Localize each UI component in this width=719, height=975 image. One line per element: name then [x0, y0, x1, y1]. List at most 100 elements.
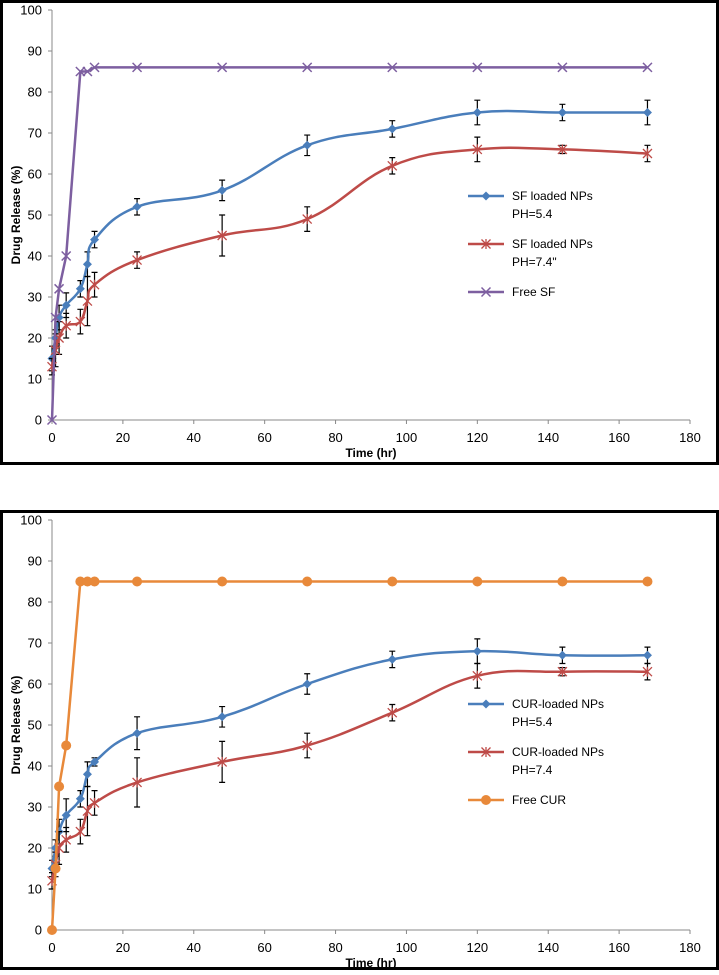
- chart-panel-bottom: 0 10 20 30 40 50 60 70 80 90 100 0 20 40 60 80 100 120 140…: [0, 510, 719, 970]
- y-tick-label: 80: [28, 85, 42, 100]
- data-point: [387, 124, 397, 134]
- x-tick-label: 120: [466, 430, 488, 445]
- legend-label: PH=7.4": [512, 255, 557, 269]
- data-point: [217, 576, 228, 587]
- x-tick-label: 180: [679, 430, 701, 445]
- data-point: [642, 62, 653, 73]
- data-point: [387, 707, 398, 718]
- data-point: [302, 679, 312, 689]
- sf-release-chart: 0 10 20 30 40 50 60 70 80 90 100 0 20 40 60 80 100 120 140…: [0, 0, 719, 465]
- data-point: [82, 576, 93, 587]
- y-tick-label: 30: [28, 800, 42, 815]
- data-point: [387, 160, 398, 171]
- data-point: [54, 781, 65, 792]
- cur-release-chart: 0 10 20 30 40 50 60 70 80 90 100 0 20 40 60 80 100 120 140…: [0, 510, 719, 970]
- legend: SF loaded NPs PH=5.4 SF loaded NPs PH=7.4" F…: [468, 189, 593, 299]
- data-point: [302, 140, 312, 150]
- series-line: [50, 580, 648, 931]
- y-tick-label: 0: [35, 413, 42, 428]
- x-tick-label: 0: [48, 940, 55, 955]
- legend-marker: [481, 191, 491, 201]
- legend-label: PH=5.4: [512, 715, 553, 729]
- legend-label: CUR-loaded NPs: [512, 745, 604, 759]
- x-tick-label: 100: [396, 430, 418, 445]
- data-point: [82, 769, 92, 779]
- y-tick-label: 20: [28, 841, 42, 856]
- y-tick-label: 100: [20, 3, 42, 18]
- legend-label: SF loaded NPs: [512, 189, 593, 203]
- data-point: [75, 576, 86, 587]
- data-point: [61, 740, 72, 751]
- y-tick-label: 90: [28, 554, 42, 569]
- data-point: [89, 279, 100, 290]
- x-tick-label: 80: [328, 940, 342, 955]
- x-tick-label: 80: [328, 430, 342, 445]
- data-point: [50, 312, 61, 323]
- data-point: [82, 259, 92, 269]
- data-point: [132, 255, 143, 266]
- data-point: [557, 666, 568, 677]
- data-point: [387, 62, 398, 73]
- legend-item: SF loaded NPs PH=5.4: [468, 189, 593, 221]
- data-point: [472, 646, 482, 656]
- data-point: [472, 108, 482, 117]
- data-point: [75, 284, 85, 294]
- x-tick-label: 160: [608, 430, 630, 445]
- data-point: [82, 806, 93, 817]
- y-tick-label: 30: [28, 290, 42, 305]
- x-axis-label: Time (hr): [345, 956, 396, 970]
- data-point: [89, 576, 100, 587]
- data-point: [217, 230, 228, 241]
- legend-marker: [481, 699, 491, 709]
- x-tick-label: 120: [466, 940, 488, 955]
- data-point: [472, 62, 483, 73]
- legend-item: CUR-loaded NPs PH=5.4: [468, 697, 604, 729]
- data-point: [472, 144, 483, 155]
- data-point: [89, 62, 100, 73]
- data-point: [642, 666, 653, 677]
- data-point: [642, 108, 652, 117]
- data-point: [302, 740, 313, 751]
- data-point: [54, 283, 65, 294]
- data-point: [75, 66, 86, 77]
- y-tick-label: 40: [28, 759, 42, 774]
- data-point: [302, 576, 313, 587]
- data-point: [642, 650, 652, 660]
- x-tick-label: 180: [679, 940, 701, 955]
- y-tick-label: 70: [28, 636, 42, 651]
- y-tick-label: 0: [35, 923, 42, 938]
- x-tick-label: 60: [257, 430, 271, 445]
- data-point: [557, 108, 567, 117]
- data-point: [557, 62, 568, 73]
- x-tick-label: 20: [116, 940, 130, 955]
- series-2: [46, 62, 653, 426]
- chart-frame: [0, 510, 719, 970]
- y-axis-label: Drug Release (%): [9, 166, 23, 265]
- data-point: [642, 148, 653, 159]
- data-point: [557, 576, 568, 587]
- data-point: [46, 414, 58, 426]
- legend-item: CUR-loaded NPs PH=7.4: [468, 745, 604, 777]
- data-point: [217, 712, 227, 722]
- legend-item: Free CUR: [468, 793, 566, 807]
- data-point: [387, 654, 397, 664]
- series-0: [47, 99, 652, 372]
- x-tick-label: 40: [187, 430, 201, 445]
- y-tick-label: 50: [28, 208, 42, 223]
- data-point: [90, 757, 100, 767]
- legend-marker: [480, 286, 492, 298]
- series-line: [50, 66, 648, 421]
- y-tick-label: 90: [28, 44, 42, 59]
- data-point: [387, 576, 398, 587]
- data-point: [642, 576, 653, 587]
- data-point: [132, 202, 142, 212]
- y-axis-label: Drug Release (%): [9, 676, 23, 775]
- legend-marker: [481, 795, 491, 805]
- legend-label: PH=5.4: [512, 207, 553, 221]
- data-point: [557, 650, 567, 660]
- y-tick-label: 70: [28, 126, 42, 141]
- x-tick-label: 140: [537, 940, 559, 955]
- data-point: [82, 296, 93, 307]
- y-tick-label: 40: [28, 249, 42, 264]
- data-point: [75, 826, 86, 837]
